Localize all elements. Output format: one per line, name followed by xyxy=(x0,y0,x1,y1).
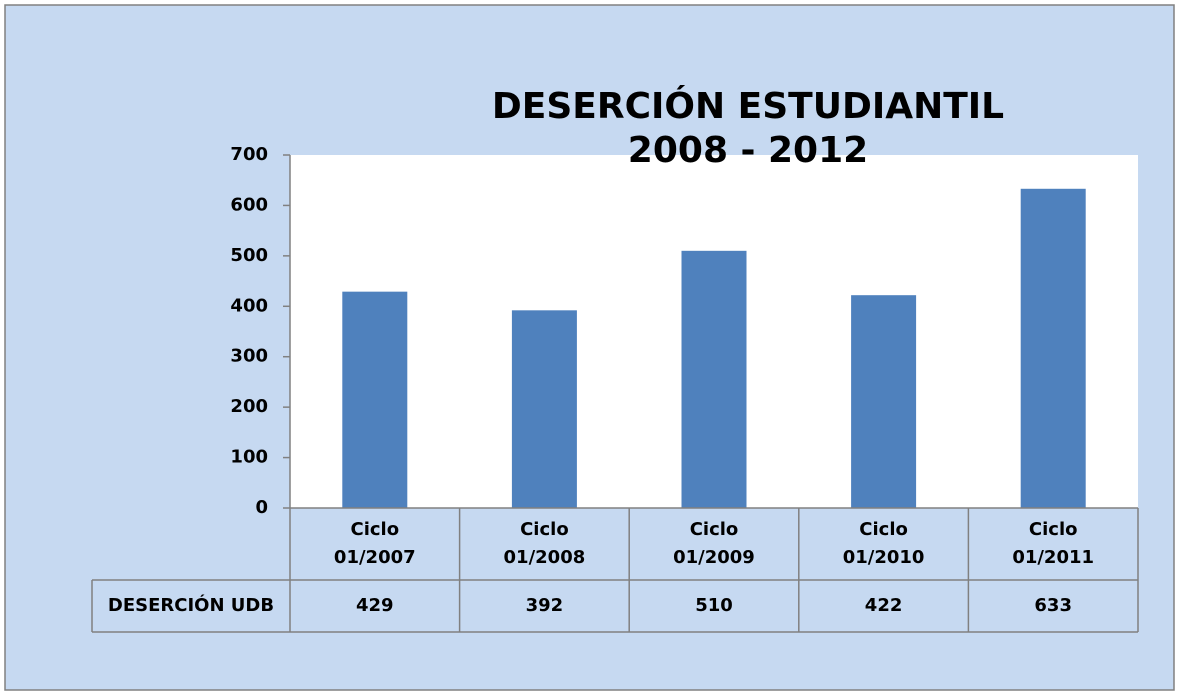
y-tick-label: 600 xyxy=(230,194,268,215)
y-tick-label: 100 xyxy=(230,447,268,468)
y-tick-label: 0 xyxy=(255,497,268,518)
value-cell: 633 xyxy=(968,580,1138,632)
category-cell-text: Ciclo 01/2007 xyxy=(333,519,416,568)
bar xyxy=(342,291,408,508)
chart-title: DESERCIÓN ESTUDIANTIL xyxy=(492,85,1004,127)
value-cell-text: 429 xyxy=(356,595,394,616)
category-cell: Ciclo 01/2007 xyxy=(290,508,460,580)
value-cell: 392 xyxy=(460,580,630,632)
value-cell: 422 xyxy=(799,580,969,632)
category-cell-text: Ciclo 01/2010 xyxy=(842,519,925,568)
category-cell: Ciclo 01/2008 xyxy=(460,508,630,580)
bar xyxy=(851,295,917,508)
category-cell: Ciclo 01/2009 xyxy=(629,508,799,580)
value-cell-text: 633 xyxy=(1034,595,1072,616)
value-cell-text: 422 xyxy=(864,595,903,616)
bar xyxy=(681,250,747,509)
series-label: DESERCIÓN UDB xyxy=(92,580,290,632)
value-cell: 429 xyxy=(290,580,460,632)
bar xyxy=(1020,188,1086,508)
y-tick-label: 500 xyxy=(230,245,268,266)
y-tick-label: 200 xyxy=(230,396,268,417)
value-cell: 510 xyxy=(629,580,799,632)
bar xyxy=(511,310,577,508)
category-cell-text: Ciclo 01/2008 xyxy=(503,519,586,568)
y-tick-label: 300 xyxy=(230,346,268,367)
value-cell-text: 392 xyxy=(525,595,564,616)
chart-title: 2008 - 2012 xyxy=(628,130,868,171)
category-cell-text: Ciclo 01/2009 xyxy=(673,519,755,568)
y-tick-label: 400 xyxy=(230,295,268,316)
category-cell: Ciclo 01/2010 xyxy=(799,508,969,580)
category-cell: Ciclo 01/2011 xyxy=(968,508,1138,580)
series-label-text: DESERCIÓN UDB xyxy=(107,595,275,616)
y-tick-label: 700 xyxy=(230,144,268,165)
category-cell-text: Ciclo 01/2011 xyxy=(1012,519,1095,568)
value-cell-text: 510 xyxy=(695,595,733,616)
